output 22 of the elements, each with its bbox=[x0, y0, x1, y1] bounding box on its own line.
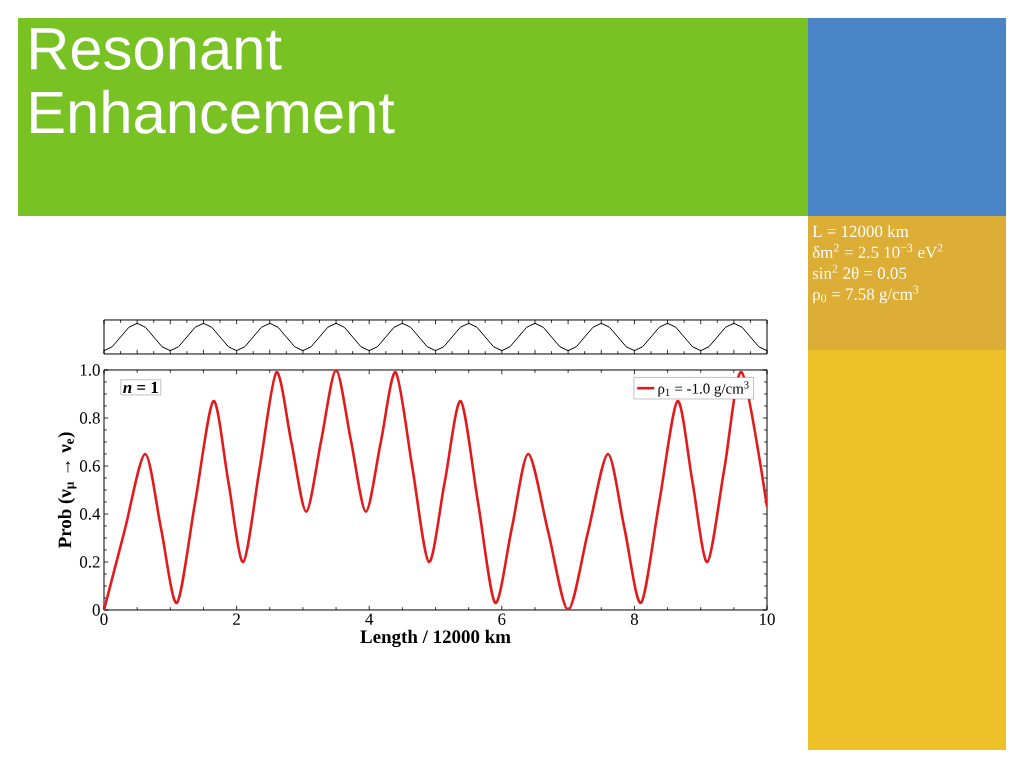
y-tick-label: 1.0 bbox=[80, 364, 100, 376]
text: δm$^{2}$ = 2.5 10$^{−3}$ eV$^{2}$ bbox=[812, 243, 943, 259]
line-series bbox=[104, 369, 768, 610]
y-tick-label: 0.4 bbox=[79, 508, 101, 520]
y-tick-label: 0.2 bbox=[79, 556, 100, 568]
y-tick-label: 0 bbox=[92, 604, 100, 616]
text: sin$^{2}$ 2θ = 0.05 bbox=[812, 264, 907, 280]
x-tick-label: 6 bbox=[498, 613, 506, 625]
text: L = 12000 km bbox=[812, 225, 909, 238]
x-tick-label: 10 bbox=[760, 613, 775, 625]
x-tick-label: 0 bbox=[100, 613, 108, 625]
legend-label: ρ$_{1}$ = -1.0 g/cm$^{3}$ bbox=[658, 381, 749, 397]
x-tick-label: 8 bbox=[630, 613, 639, 625]
x-tick-label: 4 bbox=[365, 613, 374, 625]
x-tick-label: 2 bbox=[233, 613, 240, 625]
text: ρ$_{0}$ = 7.58 g/cm$^{3}$ bbox=[813, 285, 919, 304]
chart-title: Resonant Enhancement bbox=[31, 28, 395, 134]
x-axis-title: Length / 12000 km bbox=[360, 629, 511, 648]
y-tick-label: 0.8 bbox=[79, 412, 100, 424]
annotation: n = 1 bbox=[123, 381, 158, 393]
y-axis-title: Prob (ν$_{μ}$ → ν$_{e}$) bbox=[57, 432, 77, 548]
y-tick-label: 0.6 bbox=[79, 460, 100, 472]
